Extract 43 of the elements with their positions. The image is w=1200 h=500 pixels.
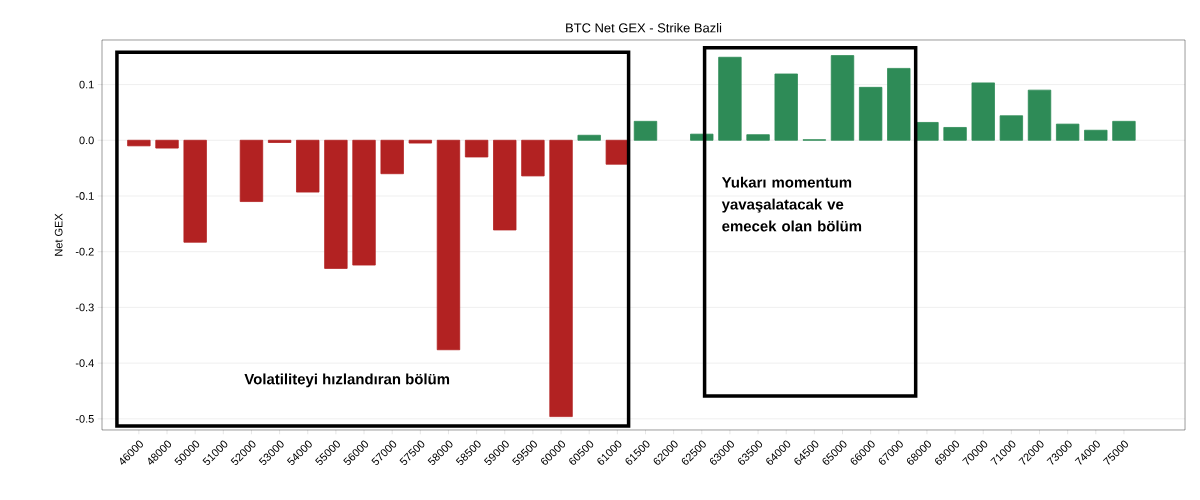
bar xyxy=(521,139,545,177)
bar xyxy=(549,139,573,418)
bar xyxy=(1027,89,1052,141)
y-tick-label: -0.5 xyxy=(75,414,94,423)
y-tick-label: -0.2 xyxy=(75,247,94,256)
bar xyxy=(1084,129,1108,141)
bar xyxy=(352,139,376,266)
bar xyxy=(605,139,629,165)
bar xyxy=(127,139,151,147)
bar xyxy=(774,73,798,141)
annotation: Yukarı momentum yavaşalatacak ve emecek olan bölüm xyxy=(721,176,862,232)
bar xyxy=(915,122,939,141)
bar xyxy=(464,139,489,158)
bar xyxy=(577,134,601,141)
y-tick-label: -0.1 xyxy=(75,192,94,200)
y-tick-label: -0.3 xyxy=(75,303,94,312)
y-tick-label: -0.4 xyxy=(75,359,94,368)
bar xyxy=(943,127,967,141)
bar xyxy=(183,139,207,243)
bar xyxy=(493,139,517,231)
bar xyxy=(408,139,432,144)
bar xyxy=(296,139,320,193)
bar xyxy=(1112,120,1136,141)
bar xyxy=(1055,123,1080,141)
bar xyxy=(830,55,855,141)
bar xyxy=(324,139,348,269)
y-tick-label: 0.1 xyxy=(79,80,94,89)
bar xyxy=(155,139,179,149)
bar xyxy=(267,139,292,143)
bar xyxy=(239,139,264,202)
bar xyxy=(746,134,770,141)
y-axis-title: Net GEX xyxy=(54,213,63,256)
bar xyxy=(436,139,461,351)
annotation: Volatiliteyi hızlandıran bölüm xyxy=(244,373,450,388)
bar xyxy=(633,120,658,141)
bar xyxy=(858,86,883,141)
y-tick-label: 0.0 xyxy=(79,136,94,145)
chart-title: BTC Net GEX - Strike Bazli xyxy=(566,22,722,33)
bar xyxy=(718,56,742,141)
bar xyxy=(887,68,911,141)
bar xyxy=(999,115,1024,141)
bar xyxy=(971,82,995,141)
bar xyxy=(380,139,404,175)
